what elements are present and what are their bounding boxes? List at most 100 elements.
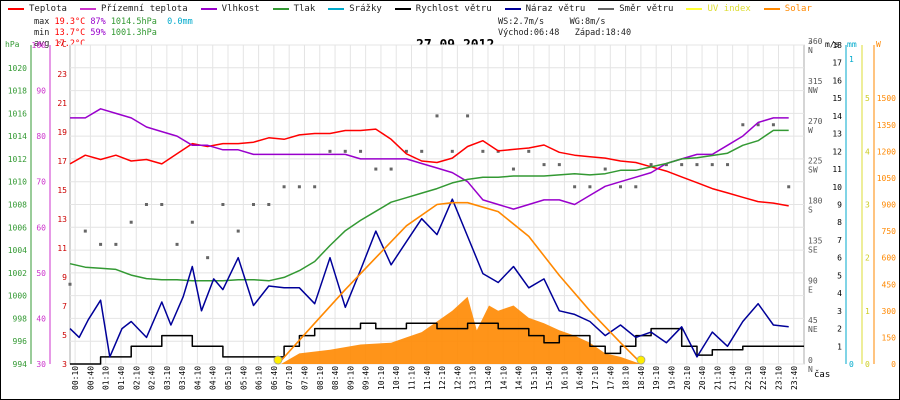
legend-item: Náraz větru bbox=[504, 4, 586, 14]
solar-tick: 150 bbox=[882, 333, 897, 342]
wind-direction-dot bbox=[404, 149, 408, 153]
pressure-tick: 1020 bbox=[8, 64, 27, 73]
direction-unit: ° bbox=[808, 40, 813, 49]
temperature-tick: 17 bbox=[57, 157, 67, 166]
direction-tick: 90 bbox=[808, 276, 818, 285]
direction-tick: 225 bbox=[808, 157, 823, 166]
humidity-tick: 90 bbox=[36, 87, 46, 96]
direction-tick: 135 bbox=[808, 236, 823, 245]
pressure-tick: 1008 bbox=[8, 201, 27, 210]
wind-direction-dot bbox=[435, 114, 439, 118]
wind-direction-dot bbox=[726, 163, 730, 167]
humidity-tick: 30 bbox=[36, 360, 46, 369]
direction-tick-label: W bbox=[808, 126, 813, 135]
pressure-tick: 1006 bbox=[8, 223, 27, 232]
uv-tick: 1 bbox=[865, 307, 870, 316]
legend-label: Náraz větru bbox=[525, 4, 586, 14]
pressure-tick: 994 bbox=[13, 360, 28, 369]
wind-tick: 11 bbox=[832, 165, 842, 174]
x-tick-label: 06:10 bbox=[255, 366, 264, 390]
pressure-tick: 1016 bbox=[8, 109, 27, 118]
direction-tick-label: SE bbox=[808, 245, 818, 254]
x-tick-label: 23:40 bbox=[790, 366, 799, 390]
legend-label: Srážky bbox=[349, 4, 382, 14]
x-tick-label: 07:40 bbox=[300, 366, 309, 390]
wind-direction-dot bbox=[756, 123, 760, 127]
wind-tick: 6 bbox=[837, 254, 842, 263]
pressure-tick: 1002 bbox=[8, 269, 27, 278]
legend: Teplota Přízemní teplota Vlhkost Tlak Srážky… bbox=[8, 3, 825, 14]
humidity-tick: 80 bbox=[36, 132, 46, 141]
wind-tick: 5 bbox=[837, 271, 842, 280]
solar-unit: W bbox=[876, 40, 881, 49]
wind-tick: 9 bbox=[837, 201, 842, 210]
wind-direction-dot bbox=[450, 149, 454, 153]
x-tick-label: 21:40 bbox=[729, 366, 738, 390]
wind-direction-dot bbox=[557, 163, 561, 167]
humidity-tick: 40 bbox=[36, 314, 46, 323]
legend-swatch bbox=[272, 8, 289, 10]
uv-tick: 2 bbox=[865, 254, 870, 263]
sun-marker bbox=[636, 355, 646, 365]
wind-direction-dot bbox=[771, 123, 775, 127]
temperature-tick: 5 bbox=[62, 331, 67, 340]
wind-direction-dot bbox=[664, 163, 668, 167]
x-tick-label: 18:40 bbox=[637, 366, 646, 390]
x-tick-label: 17:40 bbox=[606, 366, 615, 390]
wind-direction-dot bbox=[374, 167, 378, 171]
humidity-tick: 70 bbox=[36, 178, 46, 187]
x-tick-label: 01:10 bbox=[102, 366, 111, 390]
wind-tick: 12 bbox=[832, 147, 842, 156]
direction-tick-label: NW bbox=[808, 86, 818, 95]
x-tick-label: 04:10 bbox=[193, 366, 202, 390]
x-tick-label: 14:40 bbox=[515, 366, 524, 390]
x-tick-label: 06:40 bbox=[270, 366, 279, 390]
solar-tick: 1350 bbox=[877, 121, 896, 130]
legend-swatch bbox=[504, 8, 521, 10]
x-tick-label: 09:10 bbox=[346, 366, 355, 390]
legend-swatch bbox=[8, 8, 24, 10]
wind-tick: 13 bbox=[832, 130, 842, 139]
direction-tick-label: SW bbox=[808, 166, 818, 175]
stats-max-rain: 0.0mm bbox=[167, 17, 193, 27]
x-tick-label: 22:10 bbox=[744, 366, 753, 390]
legend-swatch bbox=[763, 8, 780, 10]
legend-item: Směr větru bbox=[598, 4, 673, 14]
legend-item: Vlhkost bbox=[200, 4, 260, 14]
legend-label: Přízemní teplota bbox=[100, 4, 188, 14]
pressure-tick: 1012 bbox=[8, 155, 27, 164]
legend-label: Rychlost větru bbox=[415, 4, 492, 14]
temperature-tick: 15 bbox=[57, 186, 67, 195]
sun-marker bbox=[273, 355, 283, 365]
x-axis-label: čas bbox=[814, 369, 830, 380]
wind-tick: 3 bbox=[837, 307, 842, 316]
x-tick-label: 10:40 bbox=[392, 366, 401, 390]
wind-direction-dot bbox=[619, 185, 622, 189]
x-tick-label: 08:10 bbox=[316, 366, 325, 390]
legend-label: UV index bbox=[707, 4, 751, 14]
series-line bbox=[69, 198, 789, 358]
wind-direction-dot bbox=[328, 149, 332, 153]
wind-direction-dot bbox=[206, 256, 210, 260]
humidity-tick: 100 bbox=[32, 41, 47, 50]
solar-tick: 0 bbox=[891, 360, 896, 369]
stats-max-hum: 87% bbox=[90, 17, 106, 27]
series-line bbox=[277, 201, 643, 365]
wind-direction-dot bbox=[99, 242, 103, 246]
x-tick-label: 00:10 bbox=[71, 366, 80, 390]
legend-item: Rychlost větru bbox=[394, 4, 492, 14]
legend-swatch bbox=[394, 8, 411, 10]
wind-unit: m/s bbox=[825, 40, 840, 49]
x-tick-label: 00:40 bbox=[86, 366, 95, 390]
uv-tick: 5 bbox=[865, 94, 870, 103]
wind-direction-dot bbox=[680, 163, 684, 167]
pressure-tick: 996 bbox=[13, 337, 28, 346]
temperature-tick: 19 bbox=[57, 128, 67, 137]
solar-tick: 600 bbox=[882, 254, 897, 263]
x-tick-label: 16:10 bbox=[560, 366, 569, 390]
x-tick-label: 13:40 bbox=[484, 366, 493, 390]
temperature-tick: 11 bbox=[57, 244, 67, 253]
stats-max: max 19.3°C 87% 1014.5hPa 0.0mm bbox=[34, 17, 193, 28]
wind-direction-dot bbox=[297, 185, 301, 189]
